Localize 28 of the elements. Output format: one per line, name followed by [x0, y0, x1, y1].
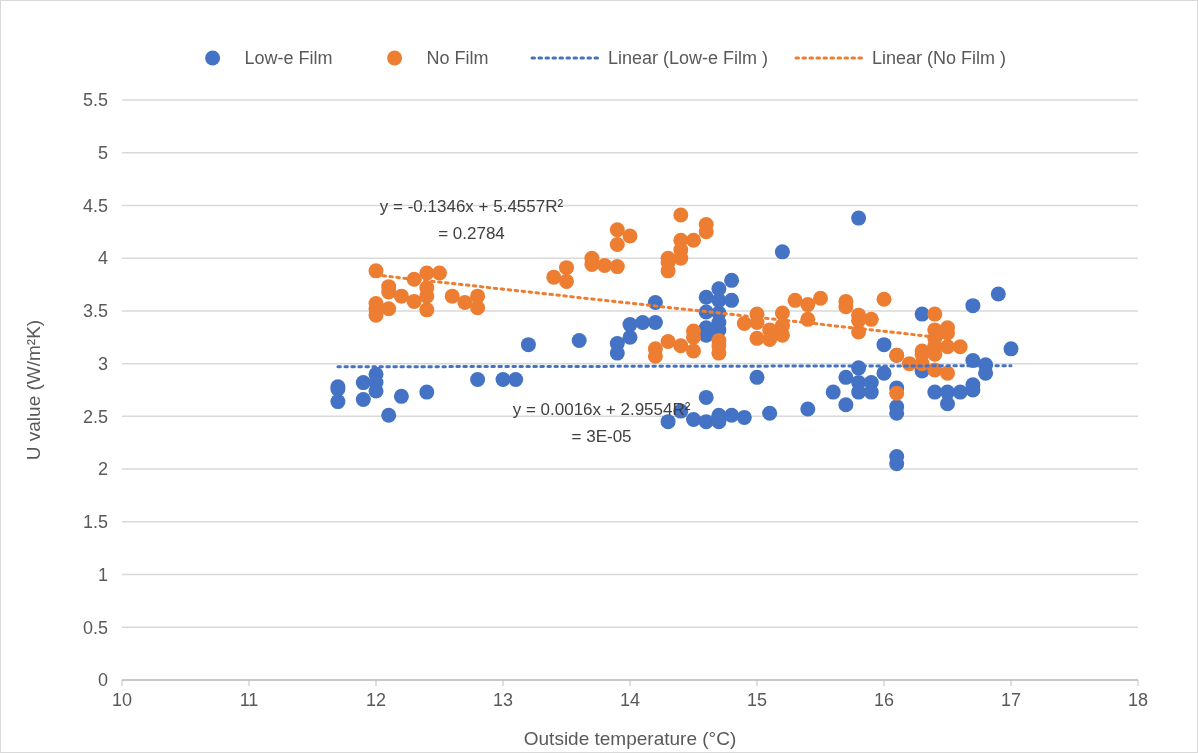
- x-tick-label: 15: [746, 690, 768, 710]
- y-tick-label: 1.5: [82, 512, 108, 533]
- x-axis-title: Outside temperature (°C): [523, 728, 737, 749]
- y-tick-label: 4: [97, 248, 108, 269]
- y-tick-label: 0: [97, 670, 108, 691]
- legend-label: Linear (Low-e Film ): [608, 48, 769, 69]
- y-tick-label: 4.5: [82, 195, 108, 216]
- x-tick-label: 11: [239, 690, 259, 710]
- y-tick-label: 2: [97, 459, 108, 480]
- legend-label: Low-e Film: [244, 48, 333, 69]
- x-tick-label: 18: [1127, 690, 1149, 710]
- annotation: y = -0.1346x + 5.4557R² = 0.2784: [379, 196, 564, 243]
- y-tick-label: 0.5: [82, 617, 108, 638]
- y-tick-label: 5: [97, 143, 108, 164]
- y-tick-label: 3: [97, 353, 108, 374]
- y-tick-label: 3.5: [82, 301, 108, 322]
- x-tick-label: 12: [365, 690, 387, 710]
- y-tick-label: 1: [97, 564, 108, 585]
- x-tick-label: 17: [1000, 690, 1022, 710]
- y-axis-title: U value (W/m²K): [23, 319, 44, 461]
- x-tick-label: 10: [111, 690, 133, 710]
- x-tick-label: 14: [619, 690, 641, 710]
- x-tick-label: 16: [873, 690, 895, 710]
- y-tick-label: 2.5: [82, 406, 108, 427]
- y-tick-label: 5.5: [82, 90, 108, 111]
- legend-label: Linear (No Film ): [872, 48, 1007, 69]
- legend-label: No Film: [426, 48, 489, 69]
- x-tick-label: 13: [492, 690, 514, 710]
